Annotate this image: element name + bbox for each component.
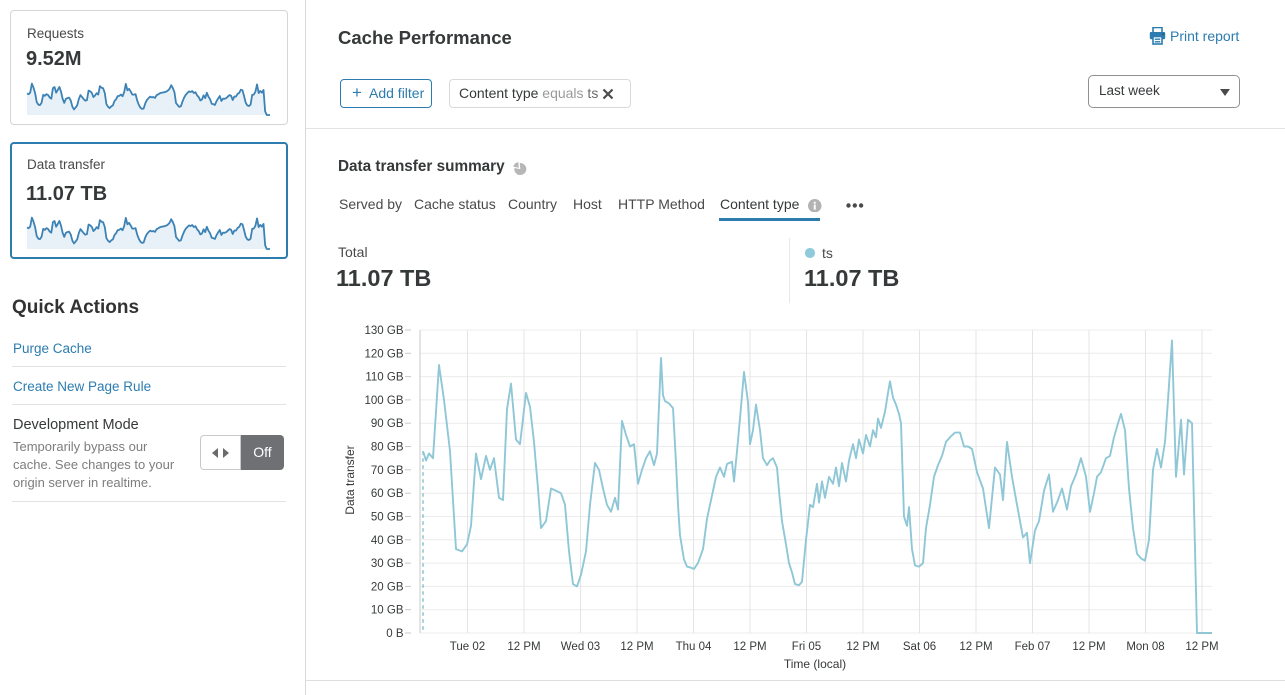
svg-text:12 PM: 12 PM <box>733 641 766 653</box>
svg-text:60 GB: 60 GB <box>371 488 404 500</box>
svg-text:12 PM: 12 PM <box>1185 641 1218 653</box>
svg-text:Time (local): Time (local) <box>784 657 846 671</box>
svg-text:12 PM: 12 PM <box>959 641 992 653</box>
svg-text:50 GB: 50 GB <box>371 512 404 524</box>
svg-text:12 PM: 12 PM <box>507 641 540 653</box>
svg-text:80 GB: 80 GB <box>371 442 404 454</box>
svg-text:Data transfer: Data transfer <box>343 445 357 514</box>
svg-text:Tue 02: Tue 02 <box>450 641 485 653</box>
svg-text:Wed 03: Wed 03 <box>561 641 600 653</box>
svg-text:70 GB: 70 GB <box>371 465 404 477</box>
svg-text:Mon 08: Mon 08 <box>1126 641 1164 653</box>
svg-text:12 PM: 12 PM <box>846 641 879 653</box>
svg-text:130 GB: 130 GB <box>365 325 404 337</box>
svg-text:40 GB: 40 GB <box>371 535 404 547</box>
svg-text:120 GB: 120 GB <box>365 348 404 360</box>
svg-text:10 GB: 10 GB <box>371 605 404 617</box>
svg-text:30 GB: 30 GB <box>371 558 404 570</box>
svg-text:Sat 06: Sat 06 <box>903 641 936 653</box>
svg-text:Feb 07: Feb 07 <box>1015 641 1051 653</box>
svg-text:20 GB: 20 GB <box>371 581 404 593</box>
svg-text:Thu 04: Thu 04 <box>676 641 712 653</box>
svg-text:12 PM: 12 PM <box>1072 641 1105 653</box>
svg-text:12 PM: 12 PM <box>620 641 653 653</box>
svg-text:Fri 05: Fri 05 <box>792 641 821 653</box>
svg-text:90 GB: 90 GB <box>371 418 404 430</box>
svg-text:0 B: 0 B <box>386 628 404 640</box>
svg-text:100 GB: 100 GB <box>365 395 404 407</box>
svg-text:110 GB: 110 GB <box>365 372 403 384</box>
